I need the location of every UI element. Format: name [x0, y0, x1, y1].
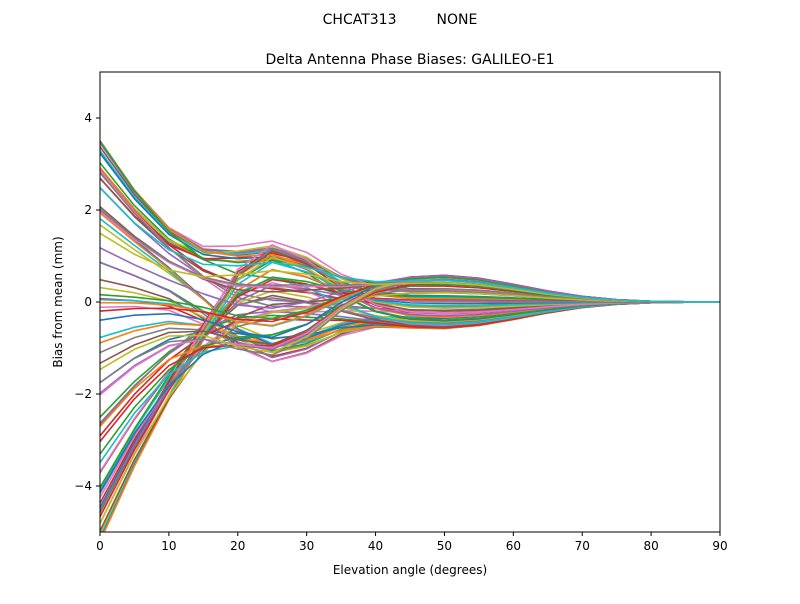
x-tick-label: 0: [96, 539, 104, 553]
y-tick-label: 0: [84, 295, 92, 309]
x-tick-label: 80: [643, 539, 658, 553]
y-tick-label: 4: [84, 111, 92, 125]
x-axis-label: Elevation angle (degrees): [333, 563, 487, 577]
x-tick-label: 90: [712, 539, 727, 553]
chart-title: Delta Antenna Phase Biases: GALILEO-E1: [265, 52, 554, 68]
x-tick-label: 70: [575, 539, 590, 553]
y-axis-label: Bias from mean (mm): [51, 236, 65, 367]
y-axis-ticks: −4 −2 0 2 4: [74, 111, 100, 493]
series-layer: [100, 140, 720, 532]
y-tick-label: −4: [74, 479, 92, 493]
x-tick-label: 30: [299, 539, 314, 553]
series-line: [100, 187, 720, 303]
x-tick-label: 20: [230, 539, 245, 553]
y-tick-label: −2: [74, 387, 92, 401]
y-tick-label: 2: [84, 203, 92, 217]
x-tick-label: 10: [161, 539, 176, 553]
x-tick-label: 50: [437, 539, 452, 553]
x-tick-label: 40: [368, 539, 383, 553]
x-axis-ticks: 0 10 20 30 40 50 60 70 80 90: [96, 532, 728, 553]
figure-suptitle: CHCAT313 NONE: [323, 12, 478, 28]
x-tick-label: 60: [506, 539, 521, 553]
